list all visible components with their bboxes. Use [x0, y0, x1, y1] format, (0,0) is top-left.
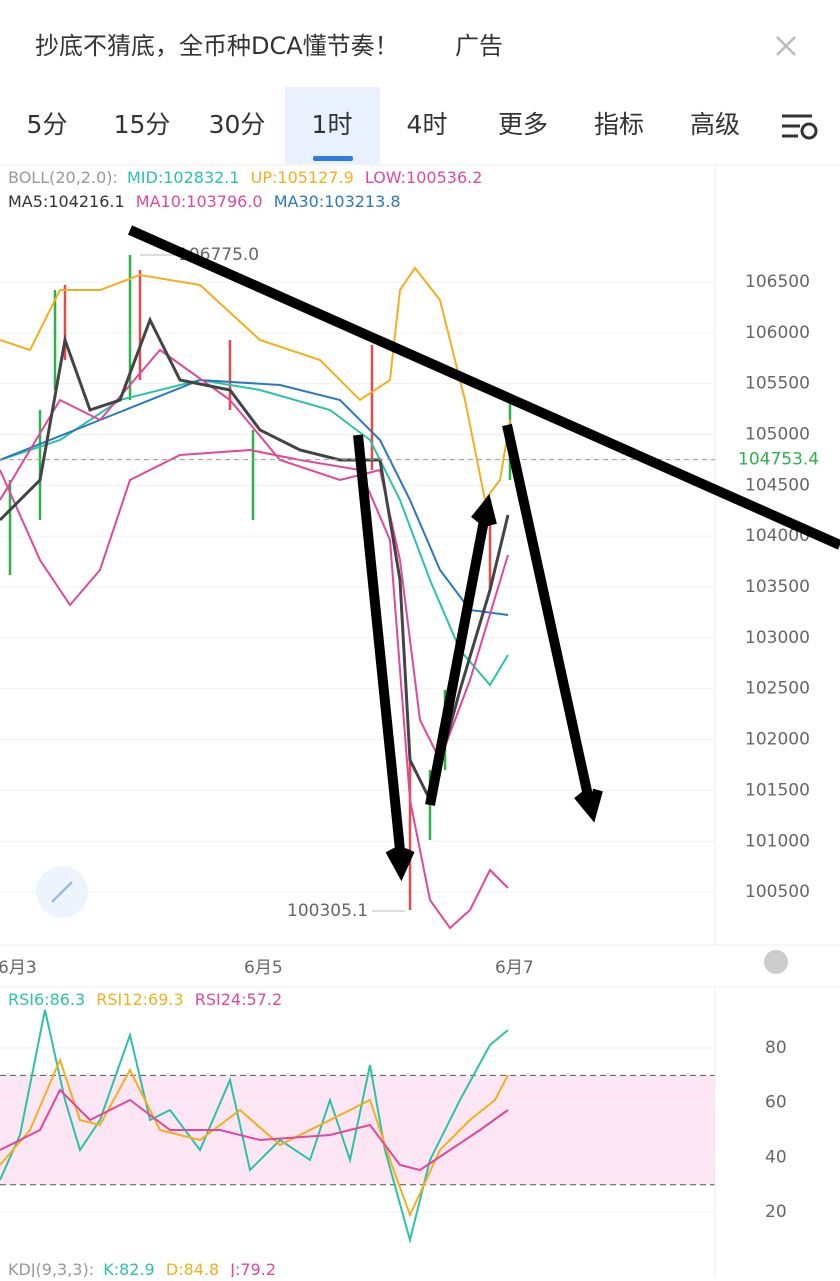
y-tick-label: 101500: [745, 780, 810, 800]
y-tick-label: 104000: [745, 526, 810, 546]
date-label: 6月7: [495, 958, 534, 978]
y-tick-label: 40: [765, 1147, 787, 1167]
rsi-band: [0, 1075, 715, 1185]
tab[interactable]: 5分: [27, 110, 68, 139]
date-label: 6月3: [0, 958, 37, 978]
tab[interactable]: 更多: [498, 110, 548, 139]
y-tick-label: 104500: [745, 475, 810, 495]
ma5: MA5:104216.1: [8, 192, 125, 211]
ad-text[interactable]: 抄底不猜底，全币种DCA懂节奏！: [35, 32, 399, 60]
tab[interactable]: 高级: [690, 110, 740, 139]
y-tick-label: 20: [765, 1202, 787, 1222]
ma10: MA10:103796.0: [136, 192, 263, 211]
scroll-end-button[interactable]: [764, 950, 788, 974]
kdj-k: K:82.9: [103, 1260, 155, 1278]
date-label: 6月5: [244, 958, 283, 978]
kdj-label: KDJ(9,3,3):: [8, 1260, 94, 1278]
close-icon[interactable]: [776, 36, 796, 56]
rsi-lines: [0, 1009, 509, 1244]
current-price-box: [717, 446, 823, 473]
kdj-labels: KDJ(9,3,3): K:82.9 D:84.8 J:79.2: [8, 1260, 276, 1278]
ma-labels: MA5:104216.1 MA10:103796.0 MA30:103213.8: [8, 192, 401, 211]
tab[interactable]: 4时: [407, 110, 448, 139]
rsi6: RSI6:86.3: [8, 990, 85, 1009]
y-tick-label: 106000: [745, 323, 810, 343]
boll-labels: BOLL(20,2.0): MID:102832.1 UP:105127.9 L…: [8, 168, 482, 187]
boll-up: UP:105127.9: [251, 168, 354, 187]
y-tick-label: 103500: [745, 577, 810, 597]
y-tick-label: 100500: [745, 882, 810, 902]
tab[interactable]: 15分: [114, 110, 171, 139]
candles: [8, 255, 512, 910]
kdj-d: D:84.8: [166, 1260, 219, 1278]
drawn-arrows: [127, 225, 840, 882]
ad-tag: 广告: [455, 32, 503, 60]
y-tick-label: 105000: [745, 424, 810, 444]
tab[interactable]: 30分: [209, 110, 266, 139]
rsi-labels: RSI6:86.3 RSI12:69.3 RSI24:57.2: [8, 990, 282, 1009]
y-tick-label: 80: [765, 1038, 787, 1058]
rsi12: RSI12:69.3: [96, 990, 183, 1009]
y-tick-label: 105500: [745, 374, 810, 394]
y-tick-label: 102000: [745, 730, 810, 750]
expand-icon: [51, 881, 73, 903]
tab[interactable]: 1时: [312, 110, 353, 139]
y-tick-label: 60: [765, 1093, 787, 1113]
boll-label: BOLL(20,2.0):: [8, 168, 118, 187]
ma30: MA30:103213.8: [274, 192, 401, 211]
y-tick-label: 102500: [745, 679, 810, 699]
y-tick-label: 101000: [745, 831, 810, 851]
tab[interactable]: 指标: [594, 110, 644, 139]
boll-low: LOW:100536.2: [365, 168, 483, 187]
rsi24: RSI24:57.2: [195, 990, 282, 1009]
current-price: 104753.4: [738, 450, 819, 470]
boll-mid: MID:102832.1: [127, 168, 240, 187]
active-tab-bg: [285, 87, 380, 164]
y-tick-label: 103000: [745, 628, 810, 648]
kdj-j: J:79.2: [229, 1260, 276, 1278]
low-mark: 100305.1: [287, 901, 368, 921]
active-tab-underline: [313, 156, 353, 161]
settings-icon[interactable]: [782, 114, 818, 140]
y-tick-label: 106500: [745, 272, 810, 292]
